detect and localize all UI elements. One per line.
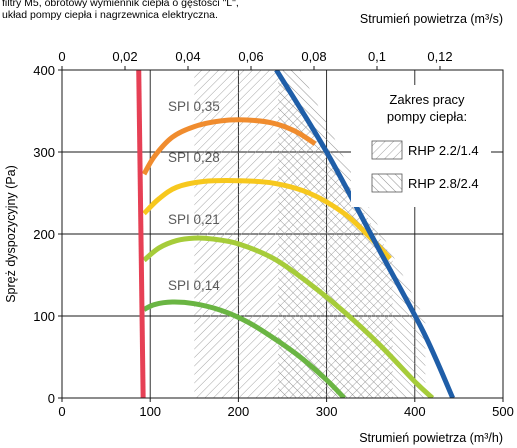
series-lines — [136, 70, 456, 398]
x2-tick-label: 0,08 — [301, 49, 326, 64]
y-tick-label: 100 — [33, 309, 55, 324]
series-line-5 — [136, 70, 146, 398]
y-axis: 0 100 200 300 400 — [33, 63, 62, 406]
x2-tick-label: 0,1 — [368, 49, 386, 64]
legend-title-line-2: pompy ciepła: — [387, 109, 467, 124]
spi-label-035: SPI 0,35 — [168, 99, 220, 114]
x2-axis-title: Strumień powietrza (m³/s) — [360, 12, 503, 26]
series-line-1 — [141, 117, 317, 176]
series-line-2 — [142, 178, 392, 261]
legend-swatch-rhp-28 — [371, 173, 403, 193]
y-tick-label: 0 — [48, 391, 55, 406]
x-tick-label: 300 — [316, 404, 338, 419]
legend-swatch-rhp-22 — [371, 140, 403, 160]
x2-tick-label: 0,02 — [112, 49, 137, 64]
legend-label-rhp-28: RHP 2.8/2.4 — [408, 176, 479, 191]
x-axis-title: Strumień powietrza (m³/h) — [359, 431, 503, 445]
series-line-4 — [142, 299, 347, 398]
legend-title-line-1: Zakres pracy — [389, 92, 465, 107]
spi-label-014: SPI 0,14 — [168, 278, 220, 293]
legend-label-rhp-22: RHP 2.2/1.4 — [408, 143, 479, 158]
hatch-region-2 — [278, 70, 426, 398]
caption-line-1: filtry M5, obrotowy wymiennik ciepła o g… — [2, 0, 239, 9]
x2-tick-label: 0,12 — [427, 49, 452, 64]
x2-tick-label: 0,06 — [238, 49, 263, 64]
x2-tick-label: 0,04 — [175, 49, 200, 64]
x-axis: 0 100 200 300 400 500 — [58, 398, 514, 419]
x-tick-label: 500 — [492, 404, 514, 419]
series-line-6 — [274, 70, 456, 398]
y-tick-label: 300 — [33, 145, 55, 160]
x-tick-label: 0 — [58, 404, 65, 419]
y-axis-title: Spręż dyspozycyjny (Pa) — [4, 165, 18, 303]
y-tick-label: 400 — [33, 63, 55, 78]
legend: Zakres pracy pompy ciepła: RHP 2.2/1.4 R… — [351, 85, 491, 207]
hatch-regions — [194, 70, 426, 398]
x2-tick-label: 0 — [58, 49, 65, 64]
x-tick-label: 200 — [228, 404, 250, 419]
x-tick-label: 100 — [139, 404, 161, 419]
y-tick-label: 200 — [33, 227, 55, 242]
x2-axis: 0 0,02 0,04 0,06 0,08 0,1 0,12 — [58, 49, 453, 70]
spi-label-028: SPI 0,28 — [168, 150, 220, 165]
series-line-3 — [142, 235, 435, 398]
caption-line-2: układ pompy ciepła i nagrzewnica elektry… — [2, 9, 218, 21]
x-tick-label: 400 — [404, 404, 426, 419]
spi-label-021: SPI 0,21 — [168, 212, 220, 227]
